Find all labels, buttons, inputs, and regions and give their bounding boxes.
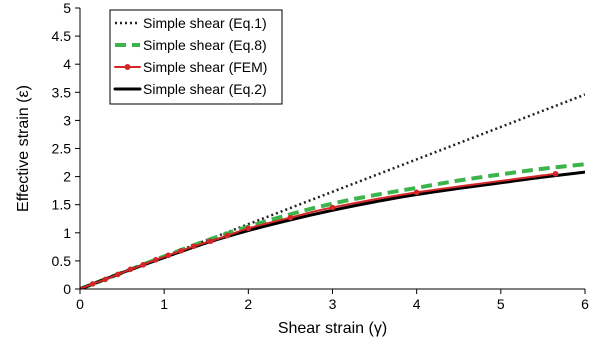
series-marker-simple-shear-fem [115, 271, 121, 278]
legend-label-simple-shear-eq-1: Simple shear (Eq.1) [143, 15, 267, 31]
y-tick-label: 4 [63, 56, 71, 72]
legend-label-simple-shear-eq-8: Simple shear (Eq.8) [143, 37, 267, 53]
x-tick-label: 0 [76, 296, 84, 312]
series-marker-simple-shear-fem [178, 247, 184, 254]
y-tick-label: 1.5 [52, 197, 72, 213]
series-marker-simple-shear-fem [287, 214, 294, 221]
series-marker-simple-shear-fem [552, 170, 559, 177]
legend-label-simple-shear-fem: Simple shear (FEM) [143, 59, 267, 75]
series-marker-simple-shear-fem [224, 232, 231, 239]
plot-area [80, 93, 585, 289]
y-tick-label: 0.5 [52, 253, 72, 269]
series-marker-simple-shear-fem [329, 204, 336, 211]
x-tick-label: 4 [413, 296, 421, 312]
x-tick-label: 5 [497, 296, 505, 312]
x-tick-label: 6 [581, 296, 589, 312]
series-marker-simple-shear-fem [190, 243, 197, 250]
x-tick-label: 1 [160, 296, 168, 312]
legend-label-simple-shear-eq-2: Simple shear (Eq.2) [143, 81, 267, 97]
legend-marker-simple-shear-fem [124, 64, 131, 70]
y-tick-label: 0 [63, 281, 71, 297]
x-tick-label: 3 [329, 296, 337, 312]
series-marker-simple-shear-fem [152, 256, 159, 263]
y-tick-label: 2.5 [52, 141, 72, 157]
series-marker-simple-shear-fem [89, 281, 96, 287]
y-tick-label: 2 [63, 169, 71, 185]
y-tick-label: 5 [63, 0, 71, 16]
y-tick-label: 3 [63, 112, 71, 128]
x-tick-label: 2 [244, 296, 252, 312]
series-marker-simple-shear-fem [80, 286, 83, 289]
series-marker-simple-shear-fem [245, 225, 252, 232]
y-tick-label: 3.5 [52, 84, 72, 100]
series-marker-simple-shear-fem [140, 262, 146, 268]
series-line-simple-shear-fem [80, 172, 557, 289]
y-tick-label: 1 [63, 225, 71, 241]
series-marker-simple-shear-fem [413, 189, 420, 196]
y-tick-label: 4.5 [52, 28, 72, 44]
series-marker-simple-shear-fem [127, 266, 134, 273]
legend: Simple shear (Eq.1) Simple shear (Eq.8) Si… [109, 9, 283, 105]
x-axis-title: Shear strain (γ) [278, 320, 387, 337]
series-marker-simple-shear-fem [165, 252, 172, 259]
y-axis-title: Effective strain (ε) [15, 85, 32, 212]
series-marker-simple-shear-fem [102, 276, 109, 283]
axes: 0 1 2 3 4 5 6 0 0.5 1 1.5 2 2.5 3 3.5 4 4.5 5 [52, 0, 590, 312]
series-line-simple-shear-eq-2 [80, 170, 585, 289]
series-marker-simple-shear-fem [207, 238, 214, 245]
